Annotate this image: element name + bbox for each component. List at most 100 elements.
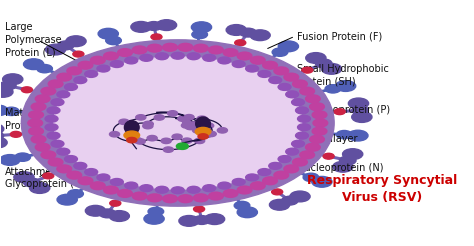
Circle shape <box>57 148 70 155</box>
Circle shape <box>51 99 64 106</box>
Circle shape <box>192 30 208 39</box>
Circle shape <box>218 182 231 189</box>
Circle shape <box>0 137 7 148</box>
Circle shape <box>143 121 153 127</box>
Circle shape <box>126 124 136 130</box>
Circle shape <box>232 179 245 185</box>
Circle shape <box>85 205 106 216</box>
Circle shape <box>28 119 43 127</box>
Circle shape <box>312 111 327 119</box>
Circle shape <box>118 189 132 197</box>
Text: M2-1: M2-1 <box>115 155 139 165</box>
Circle shape <box>74 162 87 169</box>
Circle shape <box>272 48 288 56</box>
Circle shape <box>223 189 238 197</box>
Circle shape <box>206 131 216 137</box>
Circle shape <box>250 56 265 64</box>
Circle shape <box>156 20 177 31</box>
Circle shape <box>286 91 299 98</box>
Circle shape <box>78 61 93 69</box>
Circle shape <box>278 84 291 90</box>
Circle shape <box>131 21 151 32</box>
Circle shape <box>66 36 86 46</box>
Circle shape <box>97 65 110 72</box>
Text: M2-2: M2-2 <box>198 155 222 165</box>
Circle shape <box>178 116 188 121</box>
Circle shape <box>269 162 282 169</box>
Circle shape <box>171 52 184 59</box>
Circle shape <box>167 111 178 116</box>
Circle shape <box>218 57 231 64</box>
Circle shape <box>187 186 200 193</box>
Circle shape <box>47 132 60 139</box>
Circle shape <box>48 80 63 88</box>
Circle shape <box>278 156 291 162</box>
Circle shape <box>41 151 56 159</box>
Circle shape <box>310 103 324 111</box>
Circle shape <box>28 111 44 119</box>
Circle shape <box>91 56 105 64</box>
Circle shape <box>246 174 258 181</box>
Circle shape <box>321 63 342 74</box>
Circle shape <box>298 115 310 122</box>
Circle shape <box>78 177 93 185</box>
Circle shape <box>14 172 34 183</box>
Circle shape <box>110 200 121 206</box>
Circle shape <box>161 138 171 144</box>
Circle shape <box>313 119 328 127</box>
Circle shape <box>148 207 164 216</box>
Circle shape <box>68 190 83 198</box>
Circle shape <box>246 65 258 72</box>
Circle shape <box>306 53 326 63</box>
Circle shape <box>110 179 123 185</box>
Circle shape <box>302 67 313 73</box>
Circle shape <box>195 127 211 136</box>
Circle shape <box>45 124 58 131</box>
Circle shape <box>125 182 137 189</box>
Circle shape <box>125 57 137 64</box>
Circle shape <box>209 46 223 54</box>
Circle shape <box>325 85 341 93</box>
Circle shape <box>272 189 283 195</box>
Circle shape <box>284 165 299 173</box>
Circle shape <box>146 22 162 31</box>
Circle shape <box>147 44 162 52</box>
Circle shape <box>193 44 208 52</box>
Circle shape <box>132 138 142 143</box>
Circle shape <box>226 25 246 35</box>
Circle shape <box>278 41 299 52</box>
Circle shape <box>178 43 193 51</box>
Circle shape <box>48 158 63 166</box>
Circle shape <box>41 87 56 95</box>
Circle shape <box>182 120 193 125</box>
Circle shape <box>191 22 211 32</box>
Circle shape <box>24 178 40 187</box>
Circle shape <box>292 140 304 147</box>
Circle shape <box>250 30 270 41</box>
Circle shape <box>119 119 129 124</box>
Circle shape <box>135 139 145 144</box>
Circle shape <box>263 61 277 69</box>
Circle shape <box>37 64 53 73</box>
Circle shape <box>296 132 309 139</box>
Circle shape <box>292 80 307 88</box>
Circle shape <box>232 61 245 67</box>
Circle shape <box>104 52 118 60</box>
Circle shape <box>193 206 205 212</box>
Circle shape <box>172 134 182 139</box>
Circle shape <box>182 123 191 128</box>
Circle shape <box>250 182 265 190</box>
Circle shape <box>163 43 177 51</box>
Circle shape <box>128 131 138 137</box>
Circle shape <box>300 87 315 95</box>
Circle shape <box>182 138 192 143</box>
Circle shape <box>306 95 320 103</box>
Circle shape <box>203 185 216 192</box>
Circle shape <box>91 182 105 190</box>
Circle shape <box>193 194 208 202</box>
Circle shape <box>337 130 352 139</box>
Circle shape <box>144 214 164 224</box>
Circle shape <box>237 207 257 218</box>
Circle shape <box>197 116 207 122</box>
Circle shape <box>43 173 54 179</box>
